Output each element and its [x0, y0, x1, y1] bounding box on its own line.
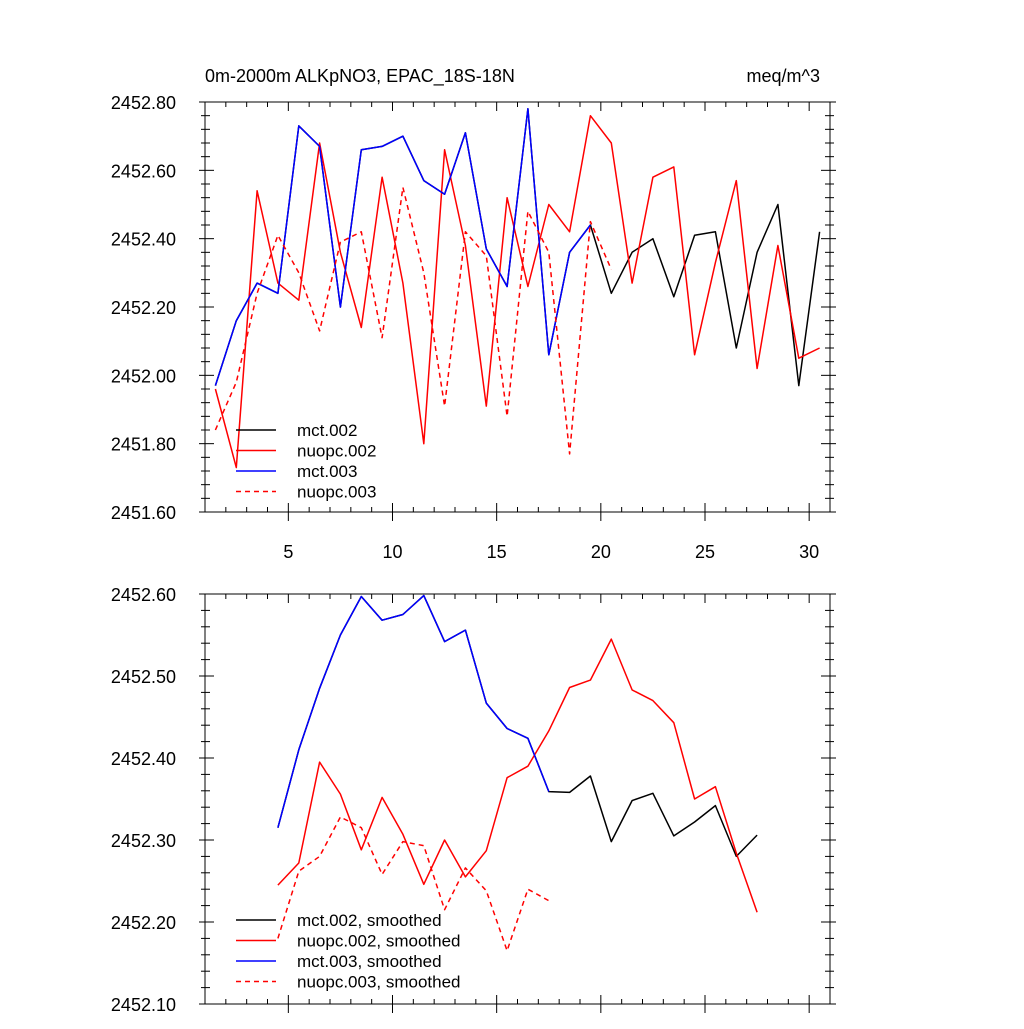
y-tick-label: 2452.60	[111, 585, 176, 605]
y-tick-label: 2452.20	[111, 298, 176, 318]
legend-label: nuopc.002, smoothed	[297, 932, 461, 951]
y-tick-label: 2452.30	[111, 831, 176, 851]
legend-label: nuopc.002	[297, 442, 376, 461]
x-tick-label: 25	[695, 542, 715, 562]
y-tick-label: 2452.50	[111, 667, 176, 687]
series-line-nuopc-002	[214, 114, 820, 469]
x-tick-label: 15	[487, 542, 507, 562]
series-line-nuopc-003	[214, 186, 612, 455]
y-tick-label: 2452.80	[111, 93, 176, 113]
y-tick-label: 2452.60	[111, 161, 176, 181]
legend-label: nuopc.003	[297, 483, 376, 502]
x-tick-label: 30	[799, 542, 819, 562]
x-tick-label: 10	[382, 542, 402, 562]
x-tick-label: 20	[591, 542, 611, 562]
y-tick-label: 2452.20	[111, 913, 176, 933]
chart-title: 0m-2000m ALKpNO3, EPAC_18S-18N	[205, 66, 515, 87]
y-tick-label: 2451.80	[111, 435, 176, 455]
chart-panel-1: 5 10 15 20 25 30 2451.60 2451.80 2452.00 2452.20 2…	[111, 93, 836, 562]
legend-label: mct.003, smoothed	[297, 952, 442, 971]
series-line-mct-003	[214, 108, 591, 386]
legend-label: mct.002	[297, 421, 357, 440]
series-line-mct-003-smoothed	[277, 594, 550, 828]
y-tick-label: 2452.40	[111, 749, 176, 769]
legend: mct.002, smoothed nuopc.002, smoothedmct.…	[236, 911, 461, 992]
y-tick-label: 2451.60	[111, 503, 176, 523]
x-tick-label: 5	[283, 542, 293, 562]
chart-units: meq/m^3	[747, 66, 820, 86]
chart-panel-2: 2452.10 2452.20 2452.30 2452.40 2452.50 2452.…	[111, 585, 836, 1015]
legend-label: mct.002, smoothed	[297, 911, 442, 930]
series-line-nuopc-003-smoothed	[277, 816, 550, 952]
y-tick-label: 2452.10	[111, 995, 176, 1015]
series-line-nuopc-002-smoothed	[277, 638, 758, 913]
y-tick-label: 2452.40	[111, 230, 176, 250]
y-tick-label: 2452.00	[111, 366, 176, 386]
legend-label: nuopc.003, smoothed	[297, 973, 461, 992]
legend-label: mct.003	[297, 462, 357, 481]
